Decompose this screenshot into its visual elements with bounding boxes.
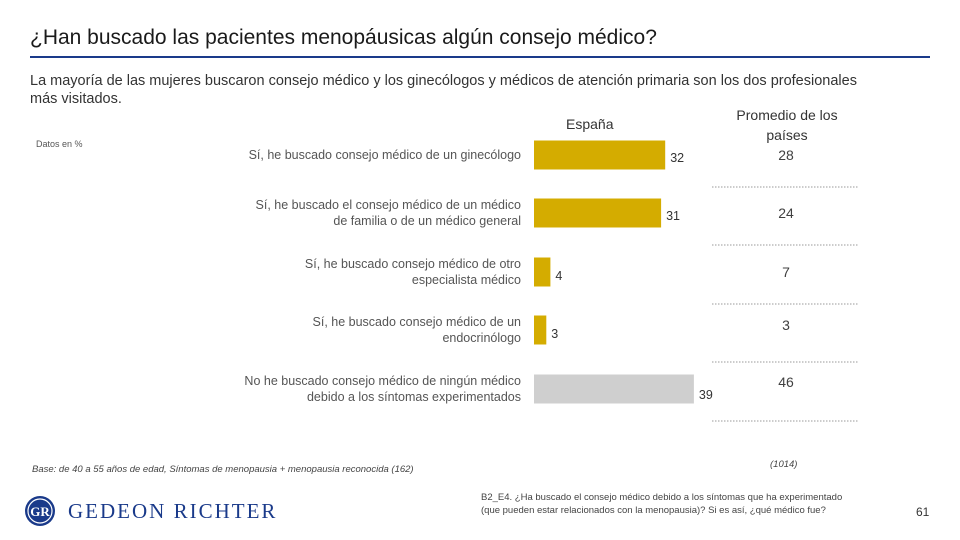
subtitle: La mayoría de las mujeres buscaron conse…: [30, 73, 857, 107]
bar-spain: [534, 140, 666, 170]
bar-value-label: 32: [670, 151, 684, 165]
logo-mark: GR: [30, 504, 50, 519]
bar-value-label: 39: [699, 388, 713, 402]
page-title: ¿Han buscado las pacientes menopáusicas …: [30, 26, 657, 49]
company-logo: GR GEDEON RICHTER: [24, 494, 278, 528]
page-number: 61: [916, 505, 930, 519]
bar-spain: [534, 198, 662, 228]
base-count: (1014): [770, 459, 798, 470]
bar-spain: [534, 374, 694, 404]
average-value: 3: [782, 317, 790, 333]
gedeon-richter-logo-icon: GR: [25, 496, 55, 526]
average-value: 46: [778, 374, 794, 390]
bar-spain: [534, 315, 547, 345]
column-header-average: Promedio de los países: [736, 107, 838, 143]
average-value: 28: [778, 147, 794, 163]
question-text: B2_E4. ¿Ha buscado el consejo médico deb…: [481, 492, 843, 516]
bar-value-label: 31: [666, 209, 680, 223]
base-note: Base: de 40 a 55 años de edad, Síntomas …: [32, 464, 414, 475]
category-label: Sí, he buscado consejo médico de un gine…: [249, 148, 521, 162]
category-label: No he buscado consejo médico de ningún m…: [244, 374, 521, 404]
data-note: Datos en %: [36, 139, 83, 149]
category-label: Sí, he buscado el consejo médico de un m…: [256, 198, 521, 228]
category-label: Sí, he buscado consejo médico de otro esp…: [305, 257, 521, 287]
bar-spain: [534, 257, 551, 287]
title-divider: [30, 56, 930, 58]
column-header-spain: España: [566, 116, 614, 132]
category-label: Sí, he buscado consejo médico de un endoc…: [313, 315, 522, 345]
logo-text: GEDEON RICHTER: [68, 499, 278, 523]
average-value: 7: [782, 264, 790, 280]
bar-value-label: 4: [555, 269, 562, 283]
average-value: 24: [778, 205, 794, 221]
bar-value-label: 3: [551, 327, 558, 341]
